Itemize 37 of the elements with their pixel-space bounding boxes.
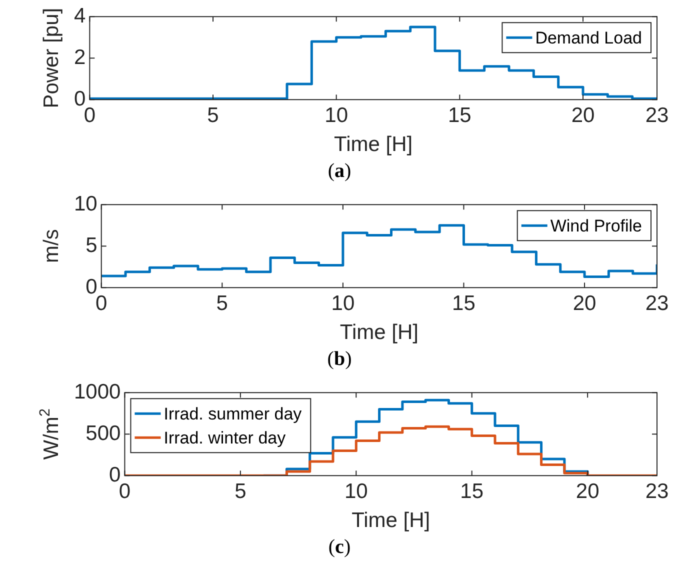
y-tick-label: 4	[74, 4, 86, 28]
x-tick-label: 10	[324, 104, 348, 127]
text: (a)	[326, 159, 352, 184]
y-axis-title: m/s	[40, 229, 63, 264]
y-axis-title: Power [pu]	[40, 8, 63, 108]
x-tick-label: 15	[448, 104, 472, 127]
legend-label: Irrad. summer day	[164, 404, 302, 424]
x-tick-label: 5	[234, 480, 246, 503]
legend-label: Demand Load	[535, 28, 642, 48]
x-tick-label: 23	[645, 292, 669, 315]
x-tick-label: 5	[216, 292, 228, 315]
x-tick-label: 15	[460, 480, 484, 503]
y-tick-label: 1000	[74, 380, 121, 404]
x-tick-label: 20	[572, 292, 596, 315]
x-tick-label: 5	[207, 104, 219, 127]
x-tick-label: 20	[571, 104, 595, 127]
x-tick-label: 23	[645, 480, 669, 503]
text: (b)	[326, 347, 353, 372]
y-tick-label: 0	[86, 275, 98, 298]
y-axis-title: W/m2	[38, 408, 63, 460]
x-tick-label: 23	[645, 104, 669, 127]
legend-label: Irrad. winter day	[164, 428, 286, 448]
x-tick-label: 15	[452, 292, 476, 315]
y-tick-label: 5	[86, 234, 98, 257]
y-tick-label: 0	[74, 87, 86, 110]
x-tick-label: 10	[344, 480, 368, 503]
x-tick-label: 20	[576, 480, 600, 503]
x-axis-title: Time [H]	[334, 133, 413, 156]
x-axis-title: Time [H]	[340, 321, 418, 344]
legend-label: Wind Profile	[550, 216, 642, 236]
text: (c)	[327, 535, 352, 560]
y-tick-label: 10	[74, 192, 98, 216]
y-tick-label: 500	[86, 422, 121, 445]
y-tick-label: 2	[74, 46, 86, 69]
y-tick-label: 0	[109, 463, 121, 486]
x-axis-title: Time [H]	[352, 509, 430, 532]
x-tick-label: 10	[331, 292, 355, 315]
